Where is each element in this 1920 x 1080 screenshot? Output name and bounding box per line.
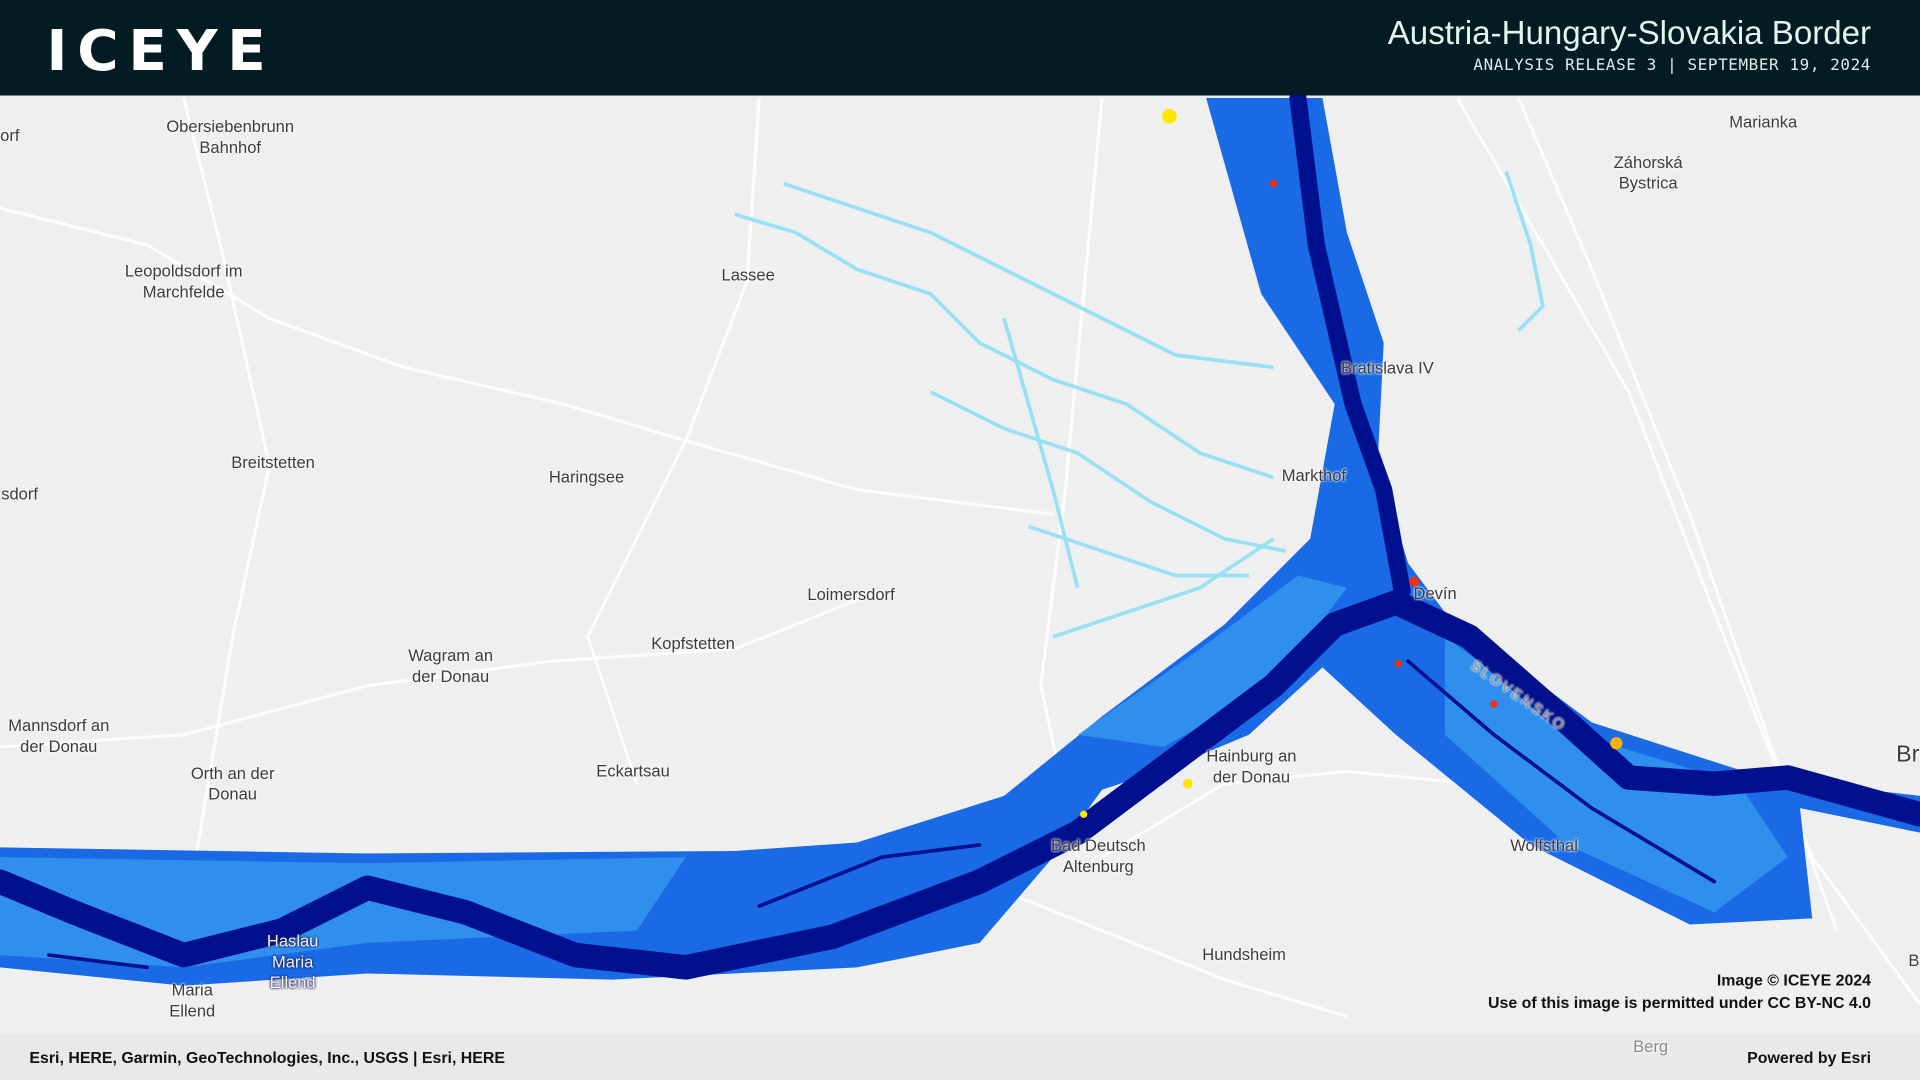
page-title: Austria-Hungary-Slovakia Border (1387, 14, 1872, 52)
map-label: Devín (1413, 584, 1457, 603)
map-label: Lassee (721, 265, 775, 285)
map-label: Maria Ellend (169, 980, 216, 1021)
map-label: Hundsheim (1202, 945, 1286, 964)
powered-by-esri[interactable]: Powered by Esri (1747, 1048, 1872, 1067)
map-label: Marianka (1729, 112, 1798, 132)
map-label: Záhorská Bystrica (1613, 153, 1683, 193)
image-credit: Image © ICEYE 2024 (1716, 971, 1872, 990)
map-label: Kopfstetten (651, 634, 735, 653)
map-label: Breitstetten (231, 453, 315, 472)
map-label: Leopoldsdorf im Marchfelde (124, 262, 243, 302)
alert-highlights (1080, 108, 1623, 818)
image-attribution: Image © ICEYE 2024 Use of this image is … (1488, 970, 1871, 1014)
iceye-logo: ICEYE (46, 17, 276, 84)
footer: Esri, HERE, Garmin, GeoTechnologies, Inc… (0, 1034, 1920, 1080)
map-label: Bad Deutsch Altenburg (1051, 836, 1146, 876)
map-label: orf (0, 126, 20, 145)
map-label: Eckartsau (596, 761, 670, 781)
flood-map[interactable] (0, 95, 1920, 1080)
map-label: Berg (1633, 1037, 1669, 1056)
flood-extent (0, 97, 1920, 986)
page-subtitle: ANALYSIS RELEASE 3 | SEPTEMBER 19, 2024 (1473, 56, 1872, 75)
map-label: Markthof (1281, 466, 1347, 485)
license-note: Use of this image is permitted under CC … (1488, 993, 1872, 1012)
shallow-water (0, 575, 1788, 968)
map-label: Haslau Maria Ellend (266, 931, 319, 992)
map-label: Obersiebenbrunn Bahnhof (166, 117, 295, 157)
main-river-channel (0, 95, 1920, 980)
map-label: Hainburg an der Donau (1206, 746, 1297, 787)
header: ICEYE Austria-Hungary-Slovakia Border AN… (0, 0, 1920, 96)
map-label: Wolfsthal (1510, 836, 1578, 855)
map-sources[interactable]: Esri, HERE, Garmin, GeoTechnologies, Inc… (29, 1048, 506, 1067)
map-label: Wagram an der Donau (408, 646, 494, 686)
map-label: sdorf (1, 484, 38, 504)
map-label: Orth an der Donau (190, 764, 275, 804)
map-label: Bratislava IV (1340, 358, 1434, 378)
floodplain-light (734, 170, 1545, 639)
map-label: Loimersdorf (807, 585, 895, 604)
map-label: Haringsee (548, 467, 625, 487)
map-label: Br (1896, 742, 1920, 768)
map-label: Mannsdorf an der Donau (8, 716, 110, 756)
map-label: B (1908, 951, 1920, 970)
